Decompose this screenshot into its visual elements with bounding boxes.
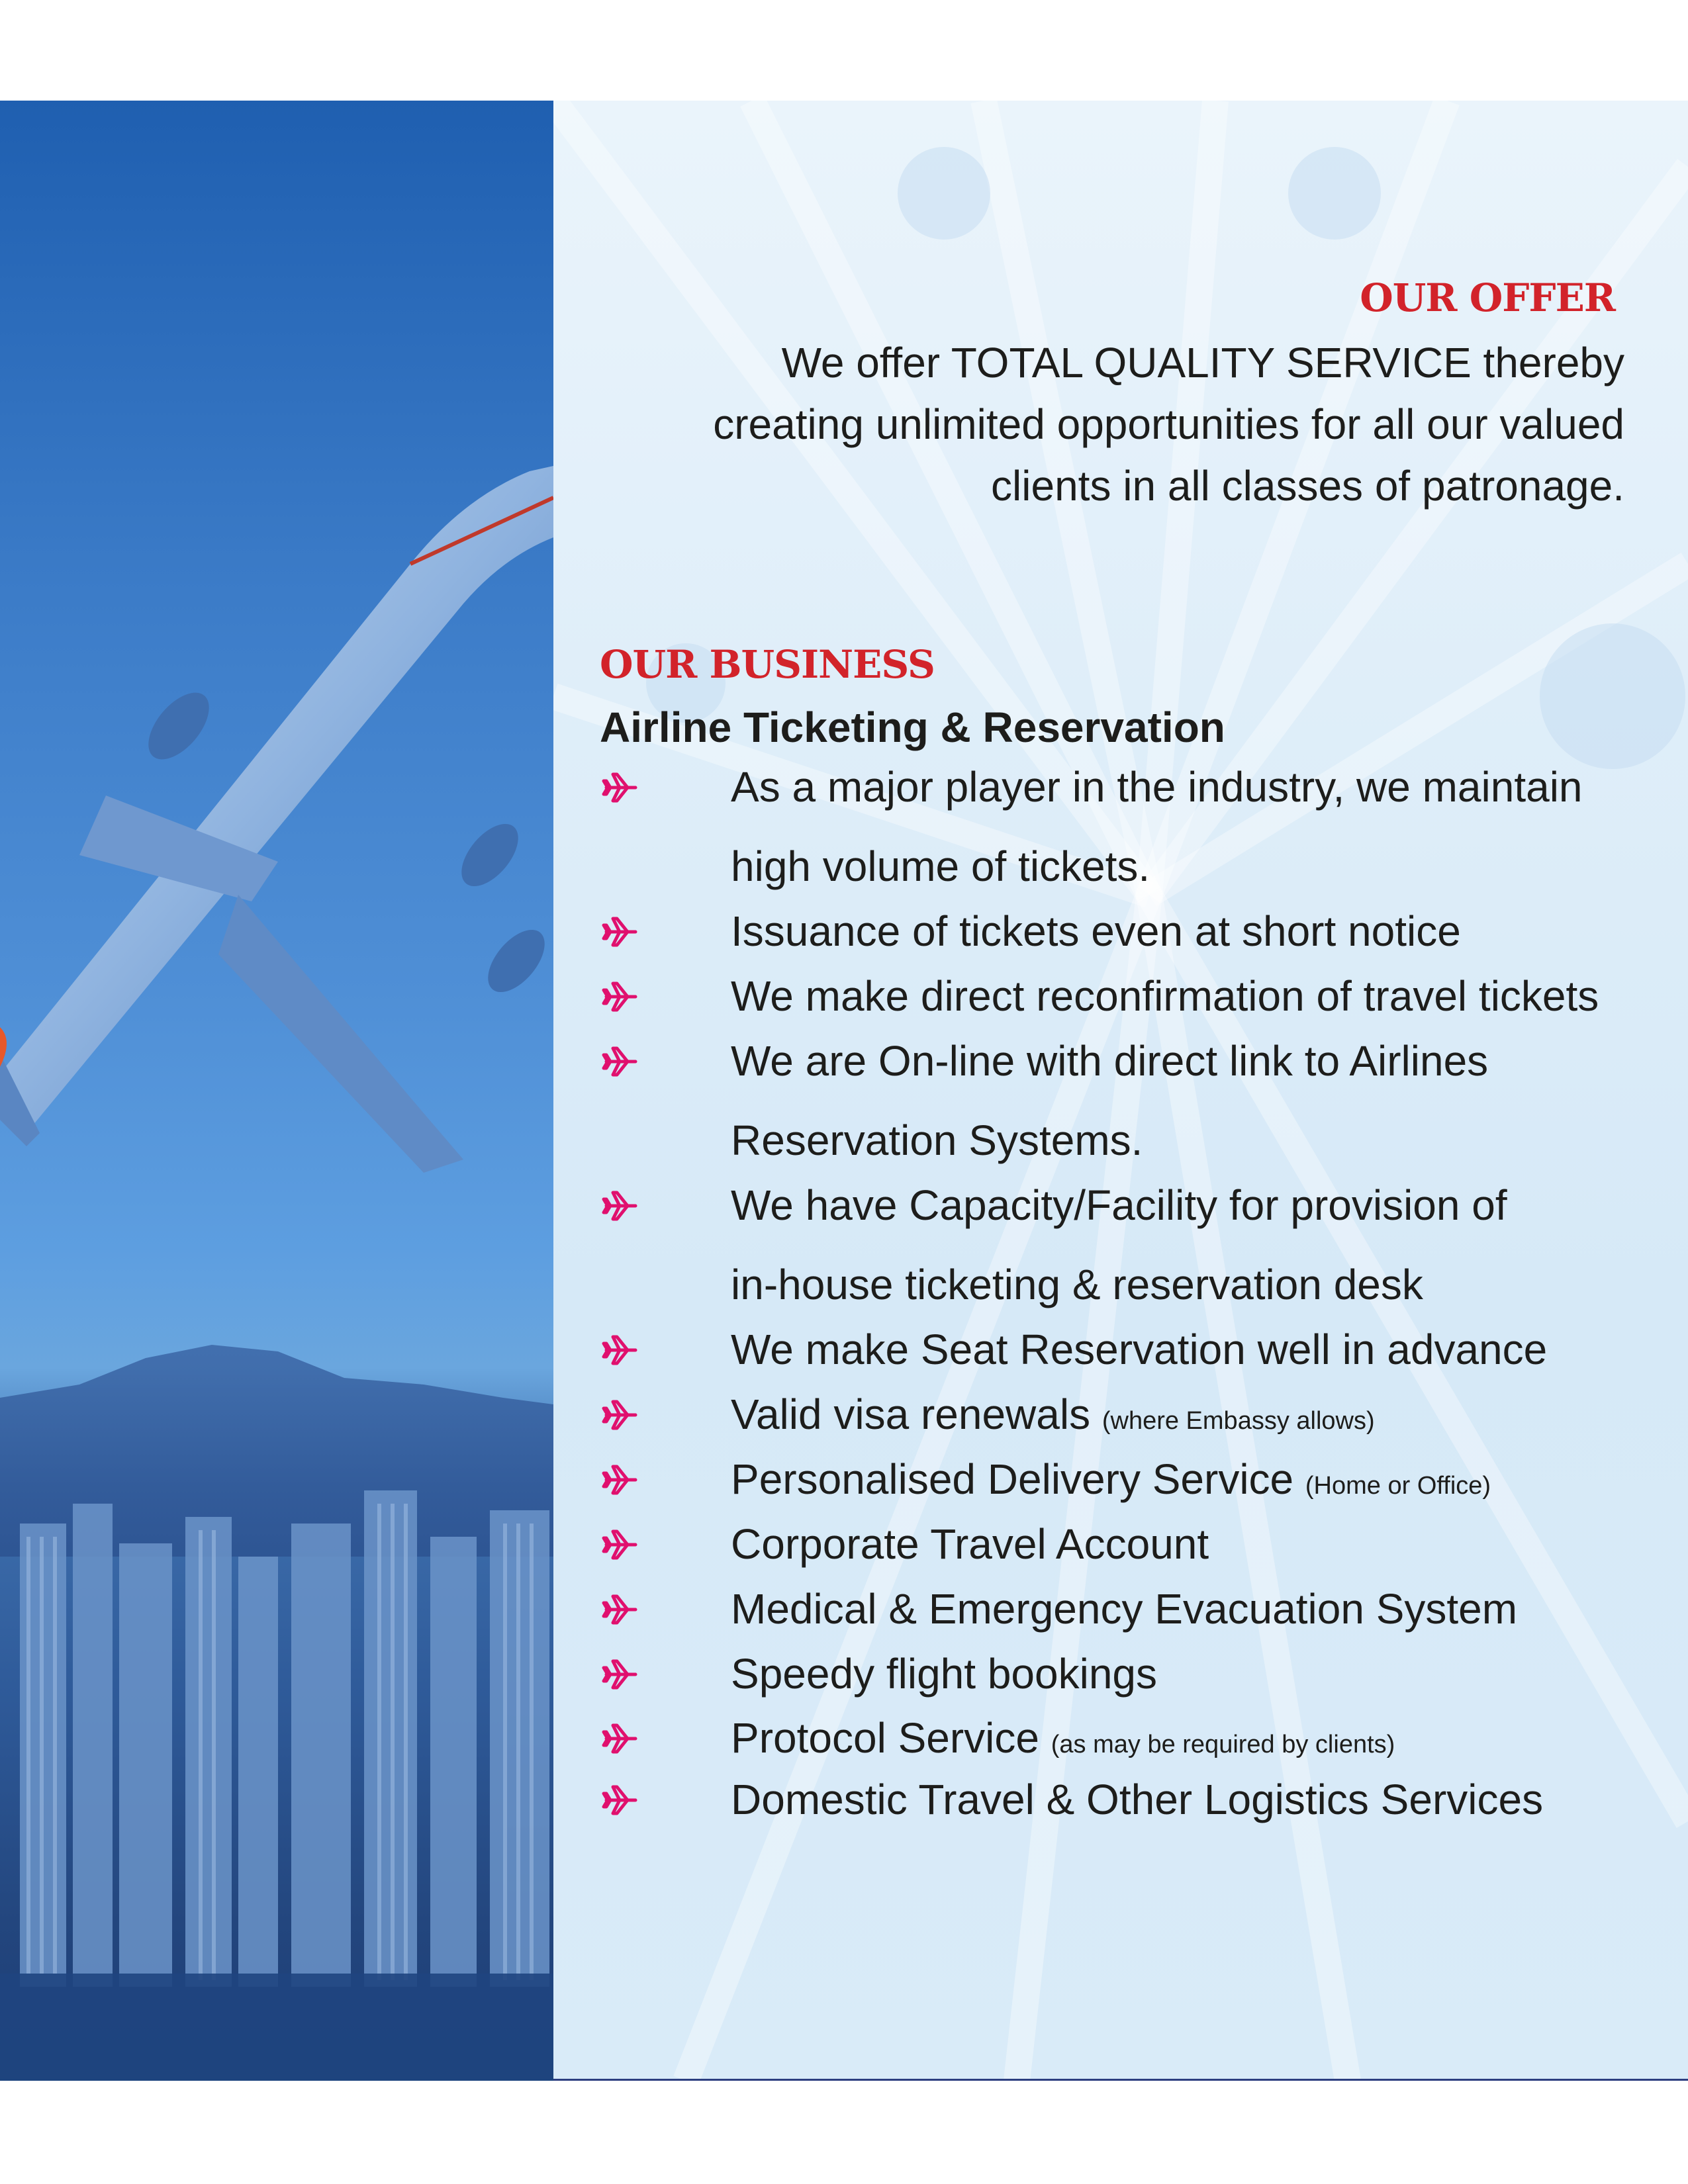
list-item-text: Medical & Emergency Evacuation System: [731, 1584, 1517, 1633]
airplane-icon: [600, 976, 642, 1018]
business-subheading: Airline Ticketing & Reservation: [600, 704, 1225, 751]
bottom-divider: [553, 2079, 1688, 2081]
offer-line: We offer TOTAL QUALITY SERVICE thereby: [781, 339, 1624, 387]
list-item-text: As a major player in the industry, we ma…: [731, 762, 1583, 811]
airplane-photo-illustration: [0, 466, 553, 2081]
airplane-icon: [600, 1524, 642, 1566]
airplane-icon: [600, 1040, 642, 1083]
airplane-icon: [600, 911, 642, 953]
list-item-label: Domestic Travel & Other Logistics Servic…: [731, 1776, 1544, 1823]
list-item-text: We are On-line with direct link to Airli…: [731, 1036, 1488, 1085]
list-item-text: Personalised Delivery Service (Home or O…: [731, 1455, 1491, 1504]
list-item-continuation: in-house ticketing & reservation desk: [731, 1261, 1423, 1308]
airplane-icon: [600, 1185, 642, 1227]
airplane-city-photo: [0, 101, 553, 2081]
airplane-icon: [600, 1717, 642, 1760]
list-item-label: We are On-line with direct link to Airli…: [731, 1037, 1489, 1085]
list-item-label: Speedy flight bookings: [731, 1650, 1157, 1698]
list-item-label: We make direct reconfirmation of travel …: [731, 972, 1599, 1020]
brochure-page: OUR OFFER We offer TOTAL QUALITY SERVICE…: [0, 101, 1688, 2081]
list-item-continuation: Reservation Systems.: [731, 1116, 1143, 1164]
airplane-icon: [600, 1588, 642, 1631]
list-item-label: Issuance of tickets even at short notice: [731, 907, 1461, 955]
airplane-icon: [600, 1653, 642, 1696]
list-item-label: Valid visa renewals: [731, 1390, 1091, 1438]
our-business-heading: OUR BUSINESS: [600, 642, 935, 687]
content-panel: OUR OFFER We offer TOTAL QUALITY SERVICE…: [553, 101, 1688, 2081]
list-item-text: We make direct reconfirmation of travel …: [731, 972, 1599, 1021]
light-rays-background: [553, 101, 1688, 2081]
list-item-label: Personalised Delivery Service: [731, 1455, 1294, 1503]
list-item-text: We have Capacity/Facility for provision …: [731, 1181, 1507, 1230]
our-offer-text: We offer TOTAL QUALITY SERVICE thereby c…: [632, 332, 1624, 517]
list-item-text: Protocol Service (as may be required by …: [731, 1713, 1395, 1762]
list-item-text: Corporate Travel Account: [731, 1520, 1209, 1569]
list-item-label: Corporate Travel Account: [731, 1520, 1209, 1568]
airplane-icon: [600, 766, 642, 809]
offer-line: creating unlimited opportunities for all…: [713, 400, 1624, 448]
list-item-text: Issuance of tickets even at short notice: [731, 907, 1461, 956]
list-item-text: Speedy flight bookings: [731, 1649, 1157, 1698]
list-item-text: We make Seat Reservation well in advance: [731, 1325, 1547, 1374]
list-item-note: (as may be required by clients): [1051, 1731, 1395, 1758]
list-item-label: We have Capacity/Facility for provision …: [731, 1181, 1507, 1229]
list-item-note: (Home or Office): [1305, 1472, 1491, 1500]
list-item-label: Medical & Emergency Evacuation System: [731, 1585, 1518, 1633]
airplane-icon: [600, 1394, 642, 1436]
list-item-text: Domestic Travel & Other Logistics Servic…: [731, 1775, 1543, 1824]
airplane-icon: [600, 1329, 642, 1371]
list-item-note: (where Embassy allows): [1102, 1407, 1375, 1435]
list-item-label: As a major player in the industry, we ma…: [731, 763, 1583, 811]
airplane-icon: [600, 1779, 642, 1821]
list-item-text: Valid visa renewals (where Embassy allow…: [731, 1390, 1375, 1439]
list-item-label: We make Seat Reservation well in advance: [731, 1326, 1548, 1373]
our-offer-heading: OUR OFFER: [1360, 275, 1616, 320]
offer-line: clients in all classes of patronage.: [991, 462, 1624, 510]
airplane-icon: [600, 1459, 642, 1501]
list-item-label: Protocol Service: [731, 1714, 1039, 1762]
list-item-continuation: high volume of tickets.: [731, 842, 1150, 890]
